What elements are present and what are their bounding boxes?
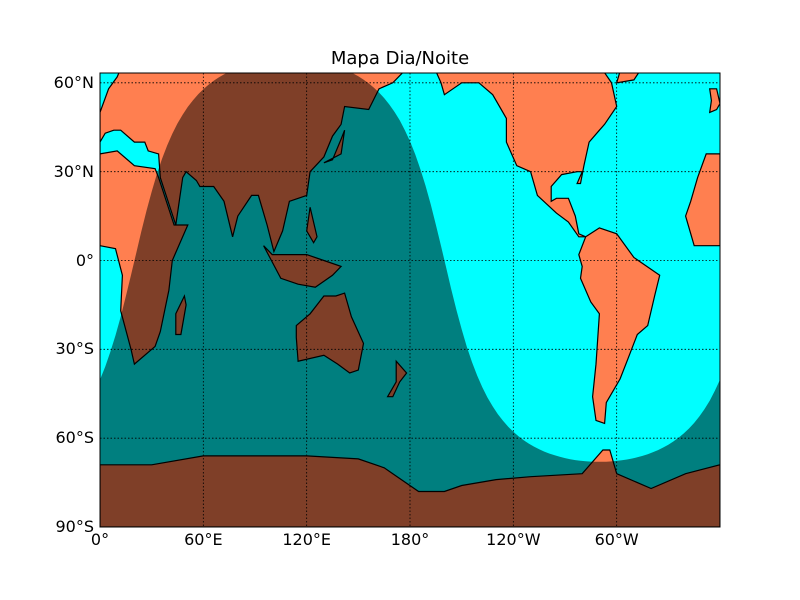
parallel-label: 60°N <box>53 72 94 92</box>
landmass <box>708 88 720 114</box>
meridian-label: 180° <box>390 530 430 549</box>
meridian-label: 60°W <box>594 530 639 549</box>
parallel-label: 0° <box>75 250 94 270</box>
landmass <box>578 227 661 425</box>
meridian-label: 120°W <box>486 530 541 549</box>
meridian-label: 120°E <box>282 530 331 549</box>
map-title: Mapa Dia/Noite <box>330 48 470 69</box>
night-shade <box>100 73 720 527</box>
map-frame <box>99 72 721 528</box>
parallel-label: 30°N <box>53 161 94 181</box>
meridian-label: 60°E <box>184 530 223 549</box>
landmass <box>615 73 640 84</box>
meridian-label: 0° <box>90 530 110 549</box>
parallel-label: 90°S <box>55 517 94 536</box>
graticule <box>100 73 720 527</box>
landmass <box>436 73 618 238</box>
parallel-label: 60°S <box>55 428 94 448</box>
landmass <box>684 153 720 247</box>
parallel-label: 30°S <box>55 339 94 359</box>
landmass <box>522 24 591 48</box>
